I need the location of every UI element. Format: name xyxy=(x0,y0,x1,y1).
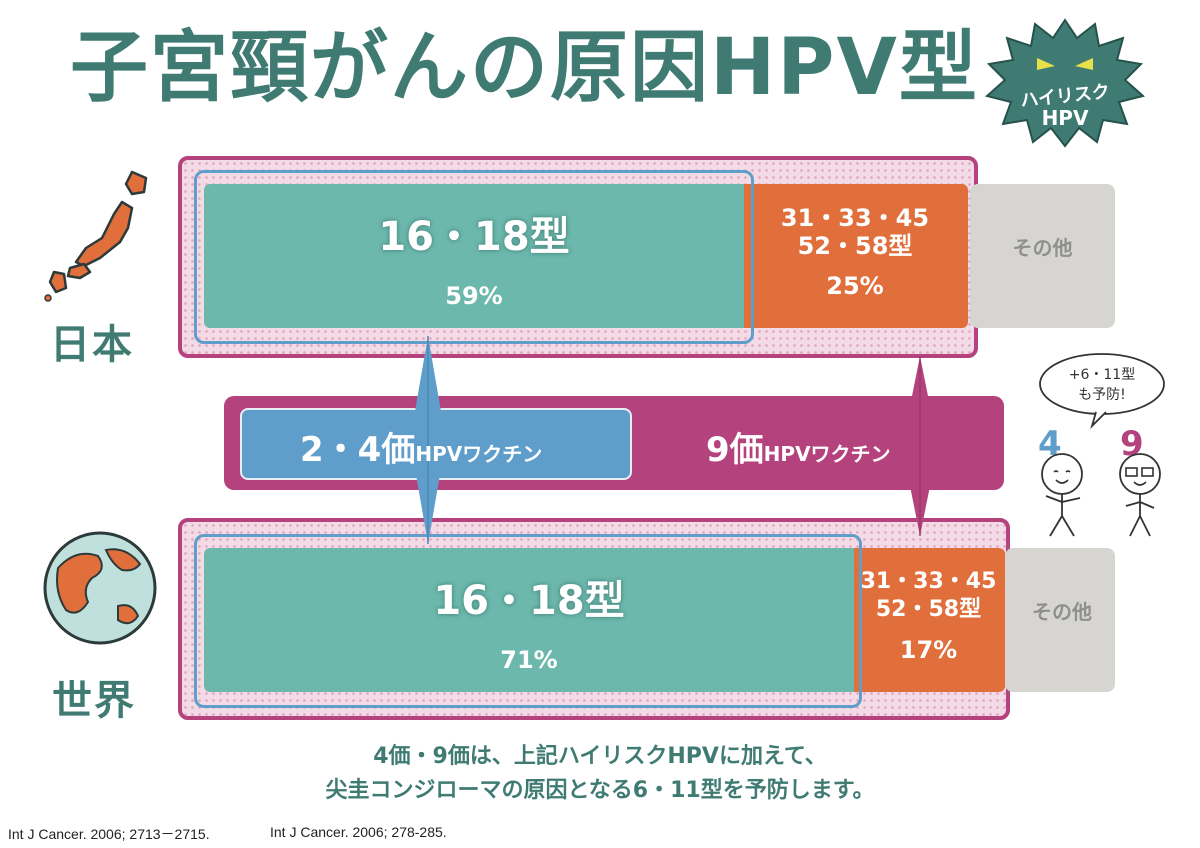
vaccine-2-4-number: 2・4価 xyxy=(300,430,416,470)
citation-1: Int J Cancer. 2006; 2713－2715. xyxy=(8,826,210,842)
world-31-58-label-line1: 31・33・45 xyxy=(860,569,997,594)
speech-bubble-icon xyxy=(1039,353,1165,430)
vaccine-2-4-suffix: HPVワクチン xyxy=(415,442,543,466)
vaccine-2-4-label: 2・4価HPVワクチン xyxy=(300,422,542,471)
japan-map-icon xyxy=(44,170,148,302)
country-label-japan: 日本 xyxy=(50,322,134,368)
vaccine-9-number: 9価 xyxy=(706,430,764,470)
world-16-18-segment: 16・18型 71% xyxy=(204,548,854,692)
japan-16-18-segment: 16・18型 59% xyxy=(204,184,744,328)
world-31-58-pct: 17% xyxy=(899,636,958,664)
world-other-segment: その他 xyxy=(1005,548,1115,692)
page-title: 子宮頸がんの原因HPV型 xyxy=(70,23,979,113)
mascot-characters-icon xyxy=(1041,453,1161,537)
japan-31-58-label-line2: 52・58型 xyxy=(797,232,913,260)
mascots: +6・11型 も予防! 4 9 xyxy=(1022,350,1182,540)
note-line2: 尖圭コンジローマの原因となる6・11型を予防します。 xyxy=(325,778,875,803)
japan-31-58-label-line1: 31・33・45 xyxy=(780,204,930,232)
vaccine-9-label: 9価HPVワクチン xyxy=(706,422,891,471)
note-line1: 4価・9価は、上記ハイリスクHPVに加えて、 xyxy=(373,744,827,769)
globe-icon xyxy=(43,531,157,645)
badge-line2: HPV xyxy=(1041,106,1089,130)
japan-16-18-pct: 59% xyxy=(445,282,503,310)
virus-badge-icon xyxy=(984,18,1146,148)
mascot-4-number: 4 xyxy=(1038,424,1062,464)
world-31-58-label-line2: 52・58型 xyxy=(875,597,982,622)
world-2-4valent-coverage-outline xyxy=(194,534,862,708)
world-other-label: その他 xyxy=(1032,600,1092,624)
world-31-58-segment: 31・33・45 52・58型 17% xyxy=(852,548,1005,692)
country-label-world: 世界 xyxy=(52,678,136,724)
japan-31-58-pct: 25% xyxy=(826,272,884,300)
vaccine-arrow-2-4-icon xyxy=(410,336,446,544)
japan-other-label: その他 xyxy=(1012,236,1073,260)
japan-2-4valent-coverage-outline xyxy=(194,170,754,344)
vaccine-arrow-9-icon xyxy=(902,356,938,536)
speech-bubble-line1: +6・11型 xyxy=(1068,367,1136,383)
vaccine-9-suffix: HPVワクチン xyxy=(763,442,891,466)
world-16-18-label: 16・18型 xyxy=(433,578,625,624)
high-risk-hpv-badge: ハイリスク HPV xyxy=(984,18,1146,148)
world-16-18-pct: 71% xyxy=(500,646,558,674)
citation-2: Int J Cancer. 2006; 278-285. xyxy=(270,824,447,840)
japan-31-58-segment: 31・33・45 52・58型 25% xyxy=(742,184,968,328)
japan-other-segment: その他 xyxy=(970,184,1115,328)
speech-bubble-line2: も予防! xyxy=(1078,387,1126,403)
japan-16-18-label: 16・18型 xyxy=(378,214,570,260)
